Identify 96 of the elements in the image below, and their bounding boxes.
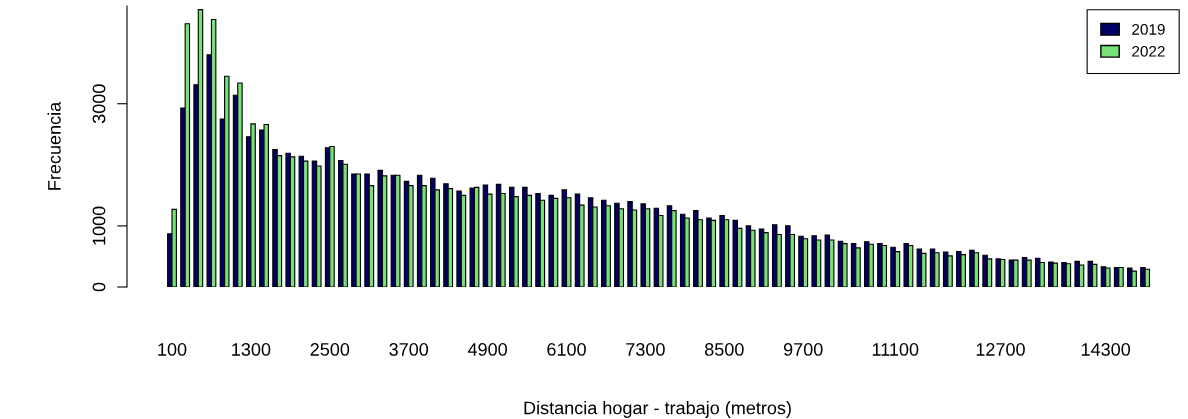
bar (237, 82, 243, 287)
y-axis-title: Frecuencia (47, 101, 61, 190)
bar (1026, 259, 1032, 287)
bar (1061, 262, 1067, 287)
x-tick-label: 11100 (872, 343, 919, 356)
bar (824, 234, 831, 287)
bar (197, 9, 204, 287)
legend-label: 2019 (1132, 23, 1165, 35)
bar (995, 258, 1002, 287)
bar (798, 235, 804, 287)
bar (1065, 263, 1072, 287)
x-tick-label: 8500 (705, 343, 744, 356)
x-tick-label: 2500 (310, 343, 350, 356)
x-tick-label: 4900 (467, 343, 507, 356)
bar (1052, 262, 1058, 287)
bar (894, 251, 901, 287)
bar (842, 243, 848, 287)
bar (947, 255, 953, 287)
bar (1105, 267, 1111, 287)
bar (289, 156, 296, 287)
bar (763, 232, 769, 287)
bar (171, 208, 177, 287)
bar (552, 197, 559, 287)
bar (210, 18, 217, 287)
bar (364, 173, 370, 287)
bar (469, 187, 476, 287)
bar (460, 194, 467, 287)
bar (548, 194, 554, 287)
bar (298, 155, 305, 287)
bar (802, 238, 809, 287)
bar (561, 189, 568, 287)
bar (890, 246, 896, 287)
bar (316, 165, 322, 287)
x-tick-label: 9700 (783, 343, 823, 356)
bar (920, 252, 927, 287)
bar (815, 239, 822, 287)
legend-label: 2022 (1132, 45, 1165, 57)
bar (868, 243, 874, 287)
x-tick-label: 7300 (626, 343, 665, 356)
bar (881, 244, 888, 287)
bar (960, 254, 966, 287)
bar (443, 183, 449, 287)
bar (285, 152, 291, 287)
bar (934, 252, 940, 287)
bar (473, 186, 480, 287)
bar (1013, 259, 1019, 287)
bar (719, 214, 725, 287)
bar (986, 258, 993, 287)
bar (811, 235, 817, 287)
bar (982, 254, 988, 287)
bar (1039, 262, 1045, 287)
bar (250, 123, 256, 287)
y-tick-label: 0 (92, 282, 106, 292)
bar (456, 190, 462, 287)
bar (272, 148, 278, 287)
bar (710, 219, 717, 287)
bar (263, 123, 269, 287)
x-tick-label: 14300 (1081, 343, 1131, 356)
bar (969, 249, 975, 287)
y-tick-label: 3000 (92, 84, 106, 124)
bar (1118, 266, 1124, 287)
x-axis-title: Distancia hogar - trabajo (metros) (524, 401, 791, 418)
bar (903, 243, 909, 287)
bar (1074, 260, 1080, 287)
bar (394, 174, 401, 287)
bar (377, 169, 383, 287)
bar (855, 247, 861, 287)
x-tick-label: 3700 (389, 343, 429, 356)
bar (355, 173, 362, 287)
bar (1087, 260, 1094, 287)
bar (706, 217, 712, 287)
bar (640, 203, 646, 287)
bar (684, 217, 690, 287)
bar (999, 258, 1006, 287)
bar (184, 23, 191, 287)
bar (302, 160, 309, 287)
bar (1131, 270, 1137, 287)
bar (224, 75, 230, 287)
bar (750, 229, 756, 287)
bar (973, 252, 980, 287)
bar (1144, 268, 1151, 287)
bar (732, 219, 739, 287)
x-tick-label: 100 (158, 343, 187, 356)
x-tick-label: 1300 (232, 343, 271, 356)
bar (1078, 264, 1085, 287)
y-tick-label: 1000 (92, 206, 106, 245)
x-tick-label: 12700 (976, 343, 1025, 356)
bar (535, 192, 541, 287)
bar (627, 200, 633, 287)
bar (723, 219, 730, 287)
bar (342, 163, 348, 287)
bar (907, 244, 914, 287)
bar (329, 145, 335, 287)
bar (408, 185, 414, 287)
bar (1091, 263, 1098, 287)
x-tick-label: 6100 (547, 343, 586, 356)
